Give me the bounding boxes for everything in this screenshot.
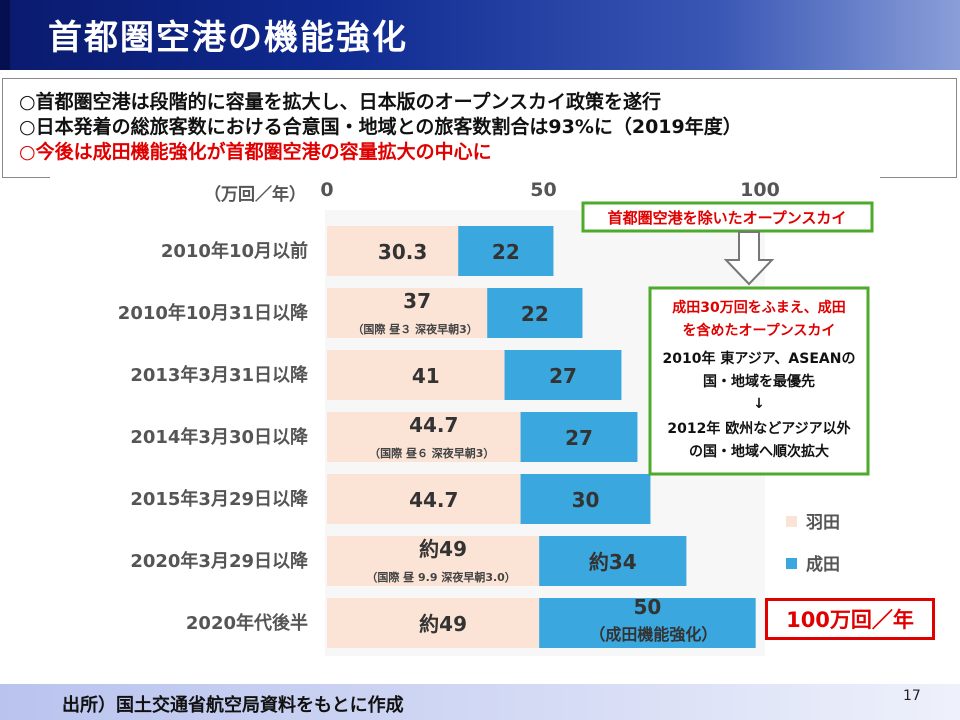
narita-value-label: 50 xyxy=(633,595,661,619)
narita-value-label: 27 xyxy=(565,426,593,450)
bar-narita xyxy=(504,350,622,400)
x-tick-label: 50 xyxy=(530,179,556,201)
unit-label: （万回／年） xyxy=(204,184,306,205)
bar-haneda xyxy=(327,226,459,276)
bar-narita xyxy=(458,226,554,276)
bar-narita xyxy=(487,288,583,338)
down-arrow-icon xyxy=(723,231,775,286)
legend-label-narita: 成田 xyxy=(806,554,840,575)
narita-value-label: 30 xyxy=(572,488,600,512)
capacity-chart: （万回／年） 0 50 100 2010年10月以前 30.3 22 2010年10月31日以… xyxy=(118,179,874,656)
narita-value-label: 22 xyxy=(521,302,549,326)
bar-haneda xyxy=(327,350,505,400)
narita-value-label: 27 xyxy=(549,364,577,388)
haneda-value-label: 約49 xyxy=(419,612,467,636)
bar-narita xyxy=(539,598,756,648)
narita-note: （成田機能強化） xyxy=(589,625,717,644)
summary-box: ○首都圏空港は段階的に容量を拡大し、日本版のオープンスカイ政策を遂行 ○日本発着… xyxy=(2,78,957,178)
legend-label-haneda: 羽田 xyxy=(806,513,840,533)
bar-narita xyxy=(539,536,687,586)
haneda-value-label: 44.7 xyxy=(409,413,458,437)
haneda-note: （国際 昼３ 深夜早朝3） xyxy=(352,322,477,336)
bar-haneda xyxy=(327,598,540,648)
category-label: 2013年3月31日以降 xyxy=(130,364,309,386)
category-label: 2010年10月以前 xyxy=(161,240,308,262)
bar-haneda xyxy=(327,536,540,586)
source-note: 出所）国土交通省航空局資料をもとに作成 xyxy=(62,695,404,716)
x-tick-label: 0 xyxy=(320,179,333,201)
detail-line: を含めたオープンスカイ xyxy=(683,322,836,339)
x-tick-label: 100 xyxy=(740,179,780,201)
page-title: 首都圏空港の機能強化 xyxy=(48,18,408,58)
bar-haneda xyxy=(327,474,521,524)
detail-line: の国・地域へ順次拡大 xyxy=(689,443,829,460)
footer-bar: 出所）国土交通省航空局資料をもとに作成 xyxy=(0,684,960,720)
page-number: 17 xyxy=(903,688,921,704)
detail-line: 2010年 東アジア、ASEANの xyxy=(663,350,856,367)
chart-area: （万回／年） 0 50 100 2010年10月以前 30.3 22 2010年10月31日以… xyxy=(50,172,880,657)
category-label: 2015年3月29日以降 xyxy=(130,488,309,510)
bar-narita xyxy=(520,412,638,462)
open-sky-detail-box xyxy=(648,286,870,476)
bar-haneda xyxy=(327,288,488,338)
narita-value-label: 約34 xyxy=(589,550,637,574)
bar-haneda xyxy=(327,412,521,462)
haneda-note: （国際 昼 9.9 深夜早朝3.0） xyxy=(366,570,515,584)
haneda-note: （国際 昼６ 深夜早朝3） xyxy=(369,446,494,460)
bar-narita xyxy=(520,474,651,524)
category-label: 2020年3月29日以降 xyxy=(130,550,309,572)
category-label: 2020年代後半 xyxy=(186,612,308,634)
total-capacity-box: 100万回／年 xyxy=(765,598,935,640)
summary-bullet-1: ○首都圏空港は段階的に容量を拡大し、日本版のオープンスカイ政策を遂行 xyxy=(19,91,662,113)
open-sky-annotation: 首都圏空港を除いたオープンスカイ xyxy=(608,209,847,227)
haneda-value-label: 41 xyxy=(412,364,440,388)
detail-line: 成田30万回をふまえ、成田 xyxy=(672,299,845,316)
open-sky-annotation-box xyxy=(581,201,874,233)
haneda-value-label: 30.3 xyxy=(378,240,427,264)
category-label: 2014年3月30日以降 xyxy=(130,426,309,448)
detail-line: ↓ xyxy=(753,396,765,412)
summary-bullet-3: ○今後は成田機能強化が首都圏空港の容量拡大の中心に xyxy=(19,141,492,163)
detail-line: 2012年 欧州などアジア以外 xyxy=(667,420,850,437)
narita-value-label: 22 xyxy=(492,240,520,264)
legend-swatch-haneda xyxy=(786,516,797,527)
category-label: 2010年10月31日以降 xyxy=(118,302,309,324)
haneda-value-label: 37 xyxy=(403,289,431,313)
detail-line: 国・地域を最優先 xyxy=(703,373,815,390)
haneda-value-label: 約49 xyxy=(419,537,467,561)
legend-swatch-narita xyxy=(786,558,797,569)
haneda-value-label: 44.7 xyxy=(409,488,458,512)
summary-bullet-2: ○日本発着の総旅客数における合意国・地域との旅客数割合は93%に（2019年度） xyxy=(19,116,742,138)
title-bar: 首都圏空港の機能強化 xyxy=(0,0,960,70)
title-accent xyxy=(0,0,10,70)
